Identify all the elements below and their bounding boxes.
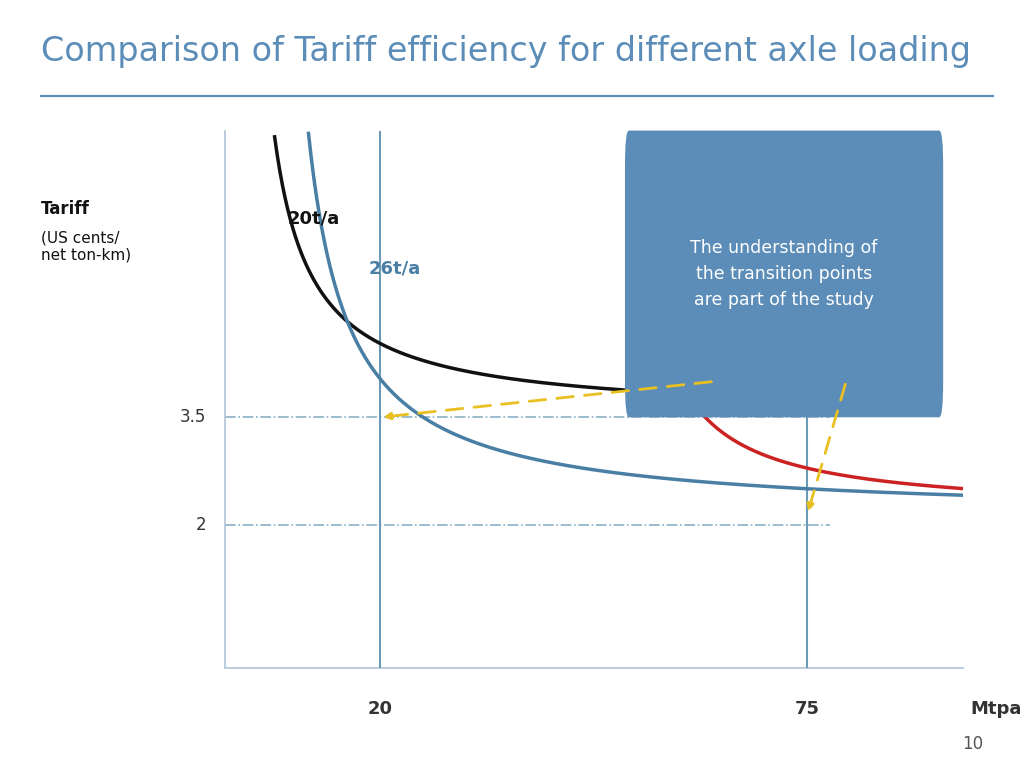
FancyBboxPatch shape [625,131,943,417]
Text: 20t/a: 20t/a [288,210,340,228]
Text: 10: 10 [962,735,983,753]
Text: The understanding of
the transition points
are part of the study: The understanding of the transition poin… [690,239,878,310]
Text: 26t/a: 26t/a [369,260,421,278]
Text: Tariff: Tariff [41,200,90,217]
Text: (US cents/
net ton-km): (US cents/ net ton-km) [41,230,131,263]
Text: 3.5: 3.5 [179,409,206,426]
Text: 30t/a: 30t/a [676,317,728,336]
Text: 75: 75 [795,700,820,718]
Text: 2: 2 [196,516,206,534]
Text: Comparison of Tariff efficiency for different axle loading: Comparison of Tariff efficiency for diff… [41,35,971,68]
Text: 20: 20 [368,700,393,718]
Text: Mtpa: Mtpa [971,700,1022,718]
